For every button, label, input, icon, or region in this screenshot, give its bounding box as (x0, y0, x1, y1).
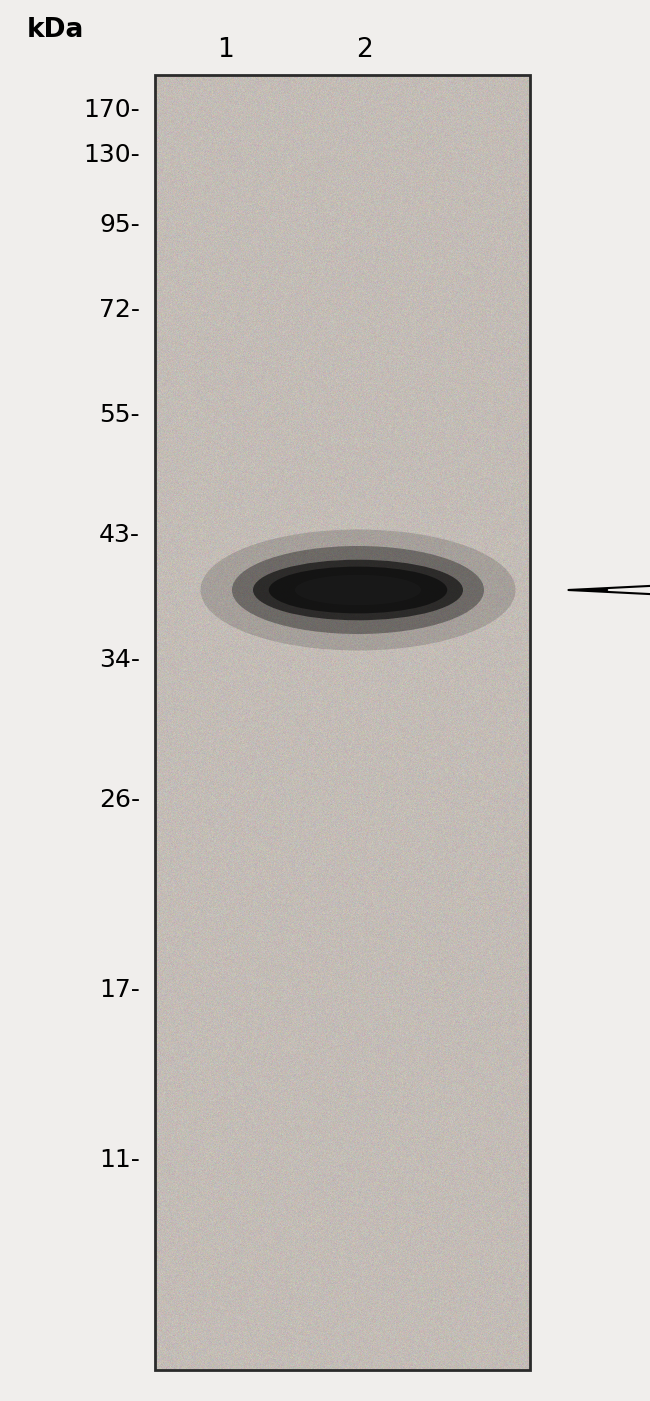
Text: 170-: 170- (83, 98, 140, 122)
Text: 11-: 11- (99, 1147, 140, 1173)
Text: 43-: 43- (99, 523, 140, 546)
Text: 55-: 55- (99, 403, 140, 427)
Ellipse shape (200, 530, 515, 650)
Ellipse shape (253, 560, 463, 621)
Text: 130-: 130- (83, 143, 140, 167)
Ellipse shape (295, 574, 421, 605)
Ellipse shape (232, 546, 484, 635)
Ellipse shape (268, 566, 447, 614)
Text: 2: 2 (357, 36, 373, 63)
Text: kDa: kDa (26, 17, 84, 43)
Text: 17-: 17- (99, 978, 140, 1002)
Text: 72-: 72- (99, 298, 140, 322)
Text: 34-: 34- (99, 649, 140, 672)
Bar (155, 76, 530, 1370)
Text: 26-: 26- (99, 787, 140, 813)
Text: 1: 1 (216, 36, 233, 63)
Text: 95-: 95- (99, 213, 140, 237)
